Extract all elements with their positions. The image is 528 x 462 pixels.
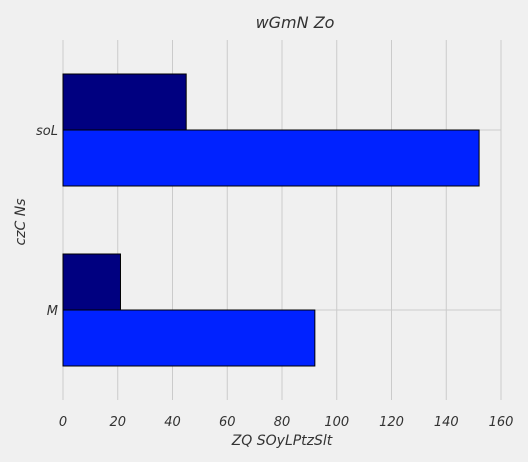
y-axis-label: czC Ns <box>13 198 29 245</box>
x-tick-label: 80 <box>274 415 291 430</box>
x-tick-label: 20 <box>109 415 126 430</box>
x-tick-label: 60 <box>219 415 236 430</box>
bar-M-series-1 <box>62 253 121 311</box>
x-tick-label: 100 <box>324 415 349 430</box>
y-tick-label: soL <box>36 124 58 139</box>
x-tick-label: 0 <box>59 415 67 430</box>
x-tick-label: 120 <box>379 415 404 430</box>
bar-M-series-0 <box>62 309 316 367</box>
x-axis-label: ZQ SOyLPtzSlt <box>231 433 333 449</box>
y-tick-label: M <box>47 304 58 319</box>
x-tick-label: 40 <box>164 415 181 430</box>
chart-title: wGmN Zo <box>256 13 335 32</box>
x-tick-label: 160 <box>489 415 514 430</box>
x-tick-label: 140 <box>434 415 459 430</box>
bar-soL-series-0 <box>62 129 480 187</box>
bar-layer <box>62 73 480 367</box>
bar-soL-series-1 <box>62 73 187 131</box>
